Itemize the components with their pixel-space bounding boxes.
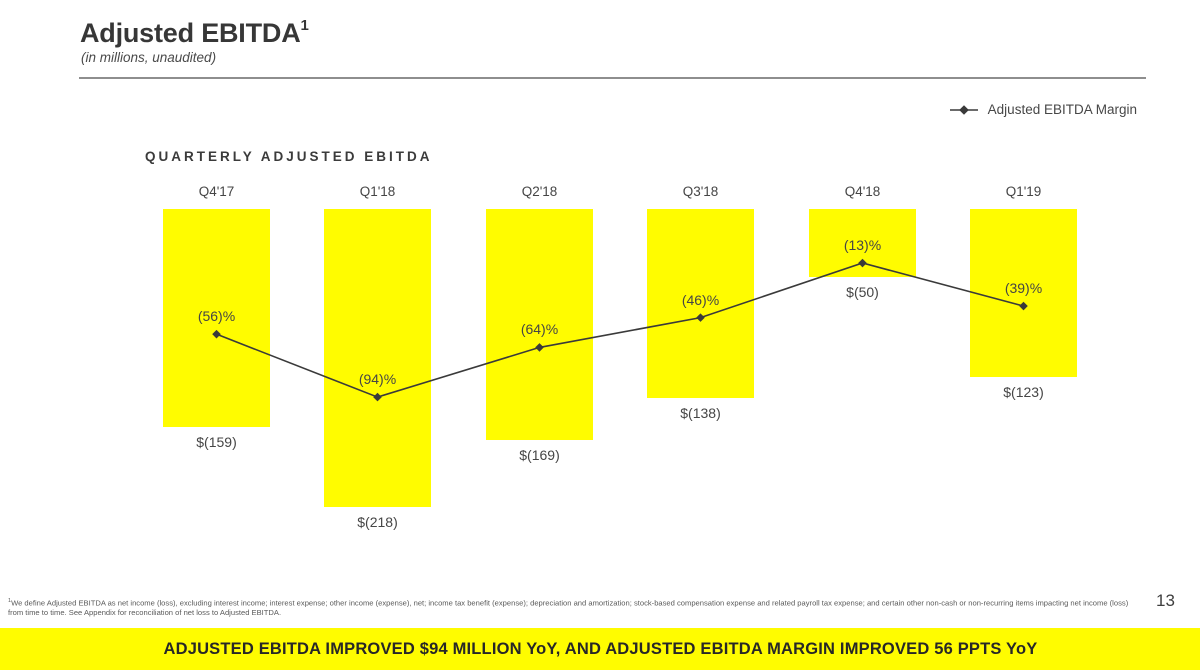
margin-value-label-1: (56)% — [197, 308, 236, 325]
margin-value-label-3: (64)% — [520, 321, 559, 338]
page-title-text: Adjusted EBITDA — [80, 18, 301, 48]
legend-label: Adjusted EBITDA Margin — [987, 102, 1137, 117]
page-title: Adjusted EBITDA1 — [80, 17, 309, 49]
category-label-2: Q1'18 — [359, 184, 396, 199]
category-label-1: Q4'17 — [198, 184, 235, 199]
page-number: 13 — [1156, 591, 1175, 610]
margin-value-label-5: (13)% — [843, 237, 882, 253]
category-label-5: Q4'18 — [844, 184, 881, 199]
bar-value-label-1: $(159) — [196, 434, 237, 450]
bar-2 — [324, 209, 431, 507]
footnote: 1We define Adjusted EBITDA as net income… — [8, 597, 1143, 618]
page-subtitle: (in millions, unaudited) — [81, 50, 217, 65]
margin-value-label-6: (39)% — [1004, 280, 1043, 297]
takeaway-banner: ADJUSTED EBITDA IMPROVED $94 MILLION YoY… — [0, 628, 1200, 670]
bar-value-label-2: $(218) — [357, 514, 398, 530]
category-label-6: Q1'19 — [1005, 184, 1042, 199]
chart-title: QUARTERLY ADJUSTED EBITDA — [145, 149, 433, 164]
footnote-marker: 1 — [8, 598, 12, 604]
bar-value-label-5: $(50) — [846, 284, 879, 300]
chart-legend: Adjusted EBITDA Margin — [949, 102, 1137, 117]
bar-value-label-3: $(169) — [519, 447, 560, 463]
margin-value-label-4: (46)% — [681, 291, 720, 308]
footnote-text: We define Adjusted EBITDA as net income … — [8, 598, 1129, 618]
bar-value-label-6: $(123) — [1003, 384, 1044, 400]
page-title-footnote-marker: 1 — [300, 17, 309, 34]
margin-value-label-2: (94)% — [358, 371, 397, 388]
header-divider — [79, 77, 1146, 79]
line-diamond-marker-icon — [949, 104, 978, 115]
category-label-3: Q2'18 — [521, 184, 558, 199]
takeaway-banner-text: ADJUSTED EBITDA IMPROVED $94 MILLION YoY… — [163, 639, 1037, 658]
category-label-4: Q3'18 — [682, 184, 719, 199]
bar-value-label-4: $(138) — [680, 405, 721, 421]
